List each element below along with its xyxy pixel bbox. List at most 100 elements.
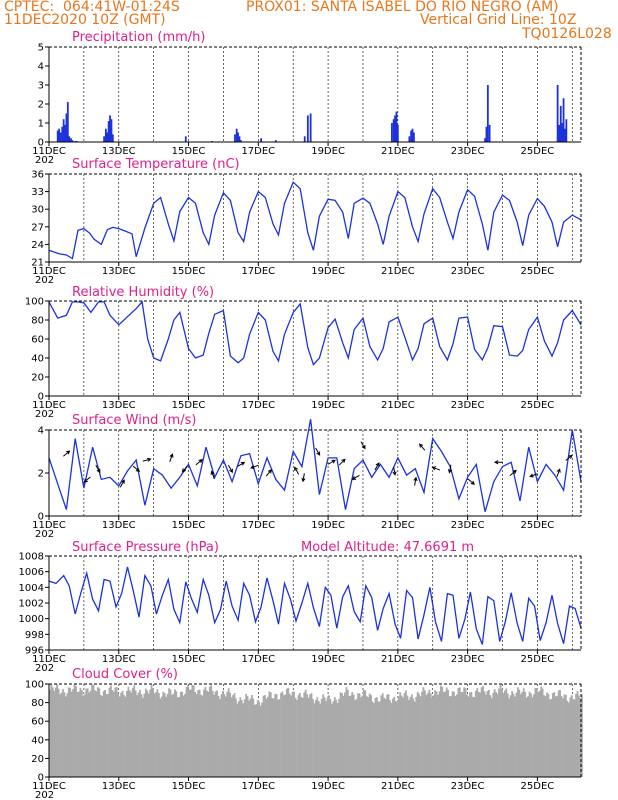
cloud-bar (278, 699, 281, 777)
x-tick-label: 21DEC (381, 146, 415, 157)
wind-arrow (95, 464, 101, 474)
series-line (48, 419, 582, 512)
precip-bar (110, 119, 113, 142)
x-tick-label: 25DEC (521, 781, 555, 792)
cloud-bar (155, 692, 157, 777)
precip-bar (71, 140, 74, 142)
cloud-bar (284, 694, 287, 777)
y-tick-label: 3 (38, 81, 44, 92)
wind-arrow (351, 474, 360, 480)
cloud-bar (259, 705, 262, 777)
x-tick-label: 11DEC (32, 146, 66, 157)
x-tick-label: 13DEC (102, 400, 136, 411)
cloud-bar (563, 694, 566, 777)
precip-bar (111, 134, 114, 142)
cloud-bar (330, 703, 333, 777)
cloud-bar (425, 695, 428, 777)
x-year-label: 202 (35, 155, 54, 166)
y-tick-label: 33 (31, 187, 44, 198)
x-tick-label: 23DEC (451, 266, 485, 277)
cloud-bar (534, 687, 537, 777)
cloud-bar (397, 696, 400, 777)
cloud-bar (235, 698, 237, 777)
cloud-bar (367, 697, 370, 777)
cloud-bar (105, 694, 108, 777)
cloud-bar (96, 687, 99, 777)
cloud-bar (312, 699, 314, 777)
x-tick-label: 17DEC (241, 400, 275, 411)
cloud-bar (573, 699, 576, 777)
y-tick-label: 1006 (19, 567, 44, 578)
cloud-bar (483, 691, 486, 777)
cloud-bar (201, 695, 204, 777)
cloud-bar (444, 691, 447, 777)
cloud-bar (204, 686, 207, 777)
wind-arrow (447, 464, 453, 474)
cloud-bar (371, 701, 374, 777)
cloud-bar (344, 692, 346, 777)
cloud-bar (303, 692, 306, 777)
cloud-bar (95, 691, 98, 777)
cloud-bar (211, 690, 214, 777)
cloud-bar (393, 696, 396, 777)
cloud-bar (102, 691, 105, 777)
cloud-bar (489, 695, 492, 777)
cloud-bar (146, 690, 149, 777)
cloud-bar (219, 699, 221, 777)
y-tick-label: 80 (31, 316, 44, 327)
cloud-bar (512, 693, 515, 777)
y-tick-label: 21 (31, 258, 44, 269)
cloud-bar (227, 688, 230, 777)
x-tick-label: 25DEC (521, 400, 555, 411)
cloud-bar (70, 691, 73, 777)
cloud-bar (83, 694, 86, 777)
cloud-bar (192, 685, 195, 777)
precip-bar (239, 140, 242, 142)
wind-arrow (83, 476, 91, 483)
cloud-bar (364, 690, 367, 777)
cloud-bar (506, 693, 509, 777)
cloud-bar (76, 691, 79, 777)
cloud-bar (220, 694, 223, 777)
x-tick-label: 15DEC (172, 654, 206, 665)
cloud-bar (352, 694, 355, 777)
x-year-label: 202 (35, 790, 54, 800)
cloud-bar (319, 703, 322, 777)
wind-arrow (360, 441, 366, 450)
cloud-bar (518, 689, 521, 777)
cloud-bar (166, 693, 169, 777)
precip-bar (556, 85, 559, 142)
cloud-bar (66, 693, 69, 777)
x-tick-label: 15DEC (172, 781, 206, 792)
cloud-bar (332, 701, 335, 777)
cloud-bar (486, 691, 489, 777)
cloud-bar (490, 697, 493, 777)
x-tick-label: 19DEC (311, 266, 345, 277)
cloud-bar (519, 694, 522, 777)
cloud-bar (336, 703, 339, 777)
precip-bar (488, 124, 491, 142)
cloud-bar (232, 695, 234, 777)
precip-bar (392, 119, 395, 142)
cloud-bar (169, 689, 172, 777)
precip-bar (68, 136, 71, 142)
wind-arrow (237, 461, 246, 467)
y-tick-label: 4 (38, 62, 44, 73)
cloud-bar (207, 691, 210, 777)
cloud-bar (236, 703, 239, 777)
cloud-bar (493, 688, 496, 777)
cloud-bar (559, 690, 561, 777)
cloud-bar (576, 690, 579, 777)
cloud-bar (408, 699, 410, 777)
cloud-bar (544, 696, 547, 777)
cloud-bar (274, 693, 277, 777)
cloud-bar (88, 692, 90, 777)
cloud-bar (98, 688, 101, 777)
cloud-bar (537, 692, 540, 777)
cloud-bar (296, 700, 298, 777)
cloud-bar (581, 694, 583, 777)
cloud-bar (210, 685, 213, 777)
cloud-bar (80, 690, 83, 777)
x-tick-label: 25DEC (521, 266, 555, 277)
cloud-bar (137, 692, 140, 777)
